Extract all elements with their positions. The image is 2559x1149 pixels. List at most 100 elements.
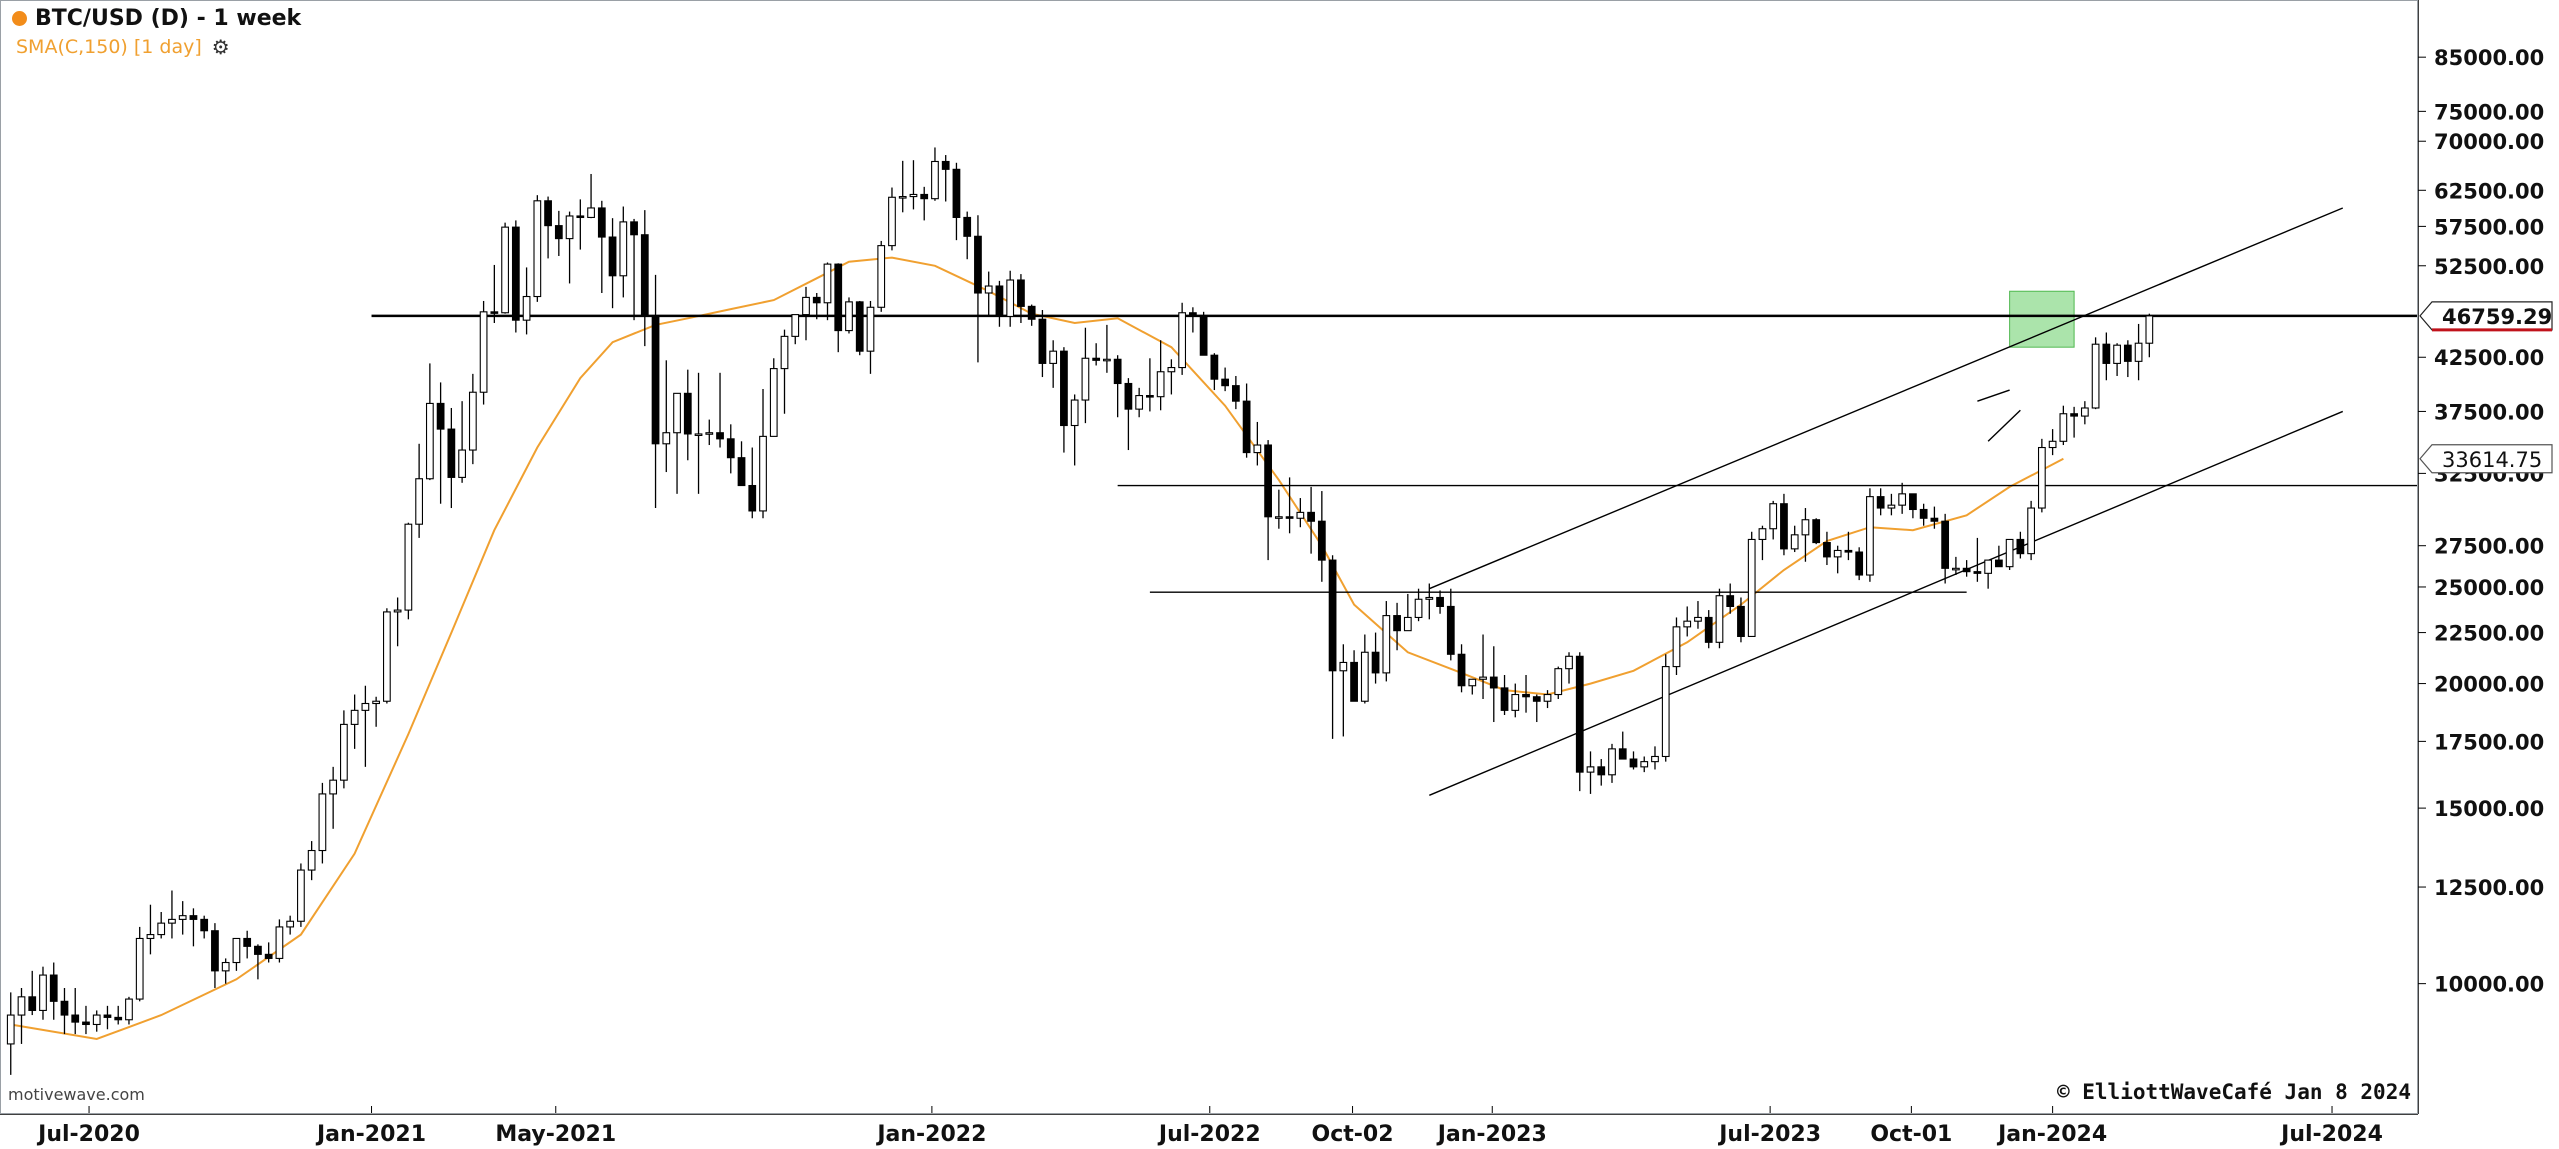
candle-body — [1672, 626, 1681, 668]
candle — [963, 211, 972, 260]
candle-body — [1812, 519, 1821, 544]
candle — [1339, 644, 1348, 737]
candle-body — [1769, 503, 1778, 530]
candle — [6, 992, 15, 1075]
candle — [1425, 583, 1434, 620]
candle-body — [1586, 766, 1595, 773]
candle-body — [1909, 493, 1917, 511]
price-label-box — [2419, 301, 2553, 331]
candle — [168, 890, 176, 939]
candle-body — [737, 457, 746, 487]
y-tick-label: 17500.00 — [2434, 730, 2544, 754]
candle-body — [1489, 676, 1498, 689]
y-tick-label: 25000.00 — [2434, 576, 2544, 600]
candle-body — [533, 200, 542, 298]
candle — [1522, 674, 1530, 713]
candle — [1790, 525, 1799, 553]
candle-body — [597, 207, 606, 238]
candle — [264, 942, 273, 963]
candle — [565, 211, 574, 284]
candle — [1457, 644, 1466, 693]
candle — [1726, 583, 1735, 614]
candle-body — [1135, 395, 1144, 410]
sma-indicator-label[interactable]: SMA(C,150) [1 day] — [16, 36, 202, 58]
candle — [307, 841, 316, 881]
candle-body — [1715, 595, 1724, 643]
candle-body — [898, 196, 907, 199]
candle-body — [1017, 279, 1025, 307]
candle-body — [726, 438, 735, 459]
y-tick-label: 57500.00 — [2434, 215, 2544, 239]
y-tick-label: 27500.00 — [2434, 535, 2544, 559]
candle-body — [630, 221, 638, 236]
candle-body — [1597, 766, 1606, 776]
candle-body — [60, 1000, 69, 1016]
candle — [748, 447, 757, 519]
candle-body — [1726, 595, 1735, 607]
candle — [1328, 555, 1337, 739]
candle — [1844, 531, 1853, 561]
candle-body — [1307, 511, 1315, 522]
candle-body — [200, 918, 209, 932]
candle — [1371, 632, 1380, 684]
candle-body — [1801, 519, 1810, 536]
candle-body — [1339, 661, 1348, 672]
candle — [1919, 503, 1928, 526]
candle — [952, 162, 961, 241]
candle-body — [1231, 385, 1240, 402]
chart-title[interactable]: BTC/USD (D) - 1 week — [35, 6, 302, 31]
candle-body — [984, 285, 993, 294]
copyright-label: © ElliottWaveCafé Jan 8 2024 — [2056, 1080, 2411, 1104]
candle — [1962, 560, 1971, 577]
gear-icon[interactable]: ⚙ — [211, 35, 230, 59]
candle — [1833, 545, 1842, 574]
y-tick-label: 62500.00 — [2434, 179, 2544, 203]
y-tick-label: 15000.00 — [2434, 797, 2544, 821]
candle-body — [522, 295, 531, 321]
candle-body — [619, 221, 628, 277]
candle — [1167, 359, 1176, 395]
candle-body — [2037, 446, 2046, 509]
candle — [2048, 429, 2057, 456]
x-tick-label: Jul-2024 — [2279, 1122, 2383, 1147]
candle — [866, 300, 875, 374]
trend-line-4 — [1977, 389, 2010, 402]
candle-body — [2027, 507, 2036, 555]
candle-body — [1393, 615, 1401, 632]
candle — [1199, 311, 1208, 356]
candle-body — [39, 974, 47, 1011]
candle-body — [1242, 400, 1251, 454]
candle — [178, 901, 187, 935]
candle — [372, 696, 381, 727]
candle-body — [909, 193, 918, 198]
target-zone — [2009, 290, 2075, 348]
candle-body — [544, 200, 552, 227]
candle-body — [146, 934, 155, 940]
candle-body — [866, 306, 875, 352]
candle — [1414, 588, 1423, 622]
candle-body — [1930, 517, 1939, 522]
candle — [2091, 337, 2100, 410]
candle-body — [2145, 315, 2154, 344]
candle — [2145, 313, 2154, 358]
candle-body — [748, 484, 757, 512]
x-tick-label: Oct-01 — [1870, 1122, 1952, 1147]
candle — [232, 937, 241, 971]
candle-body — [791, 314, 800, 337]
candle-body — [92, 1014, 101, 1026]
candle — [1049, 340, 1058, 388]
candle — [1823, 531, 1831, 566]
candle-body — [1651, 755, 1659, 763]
candle — [1017, 274, 1025, 323]
y-tick-label: 37500.00 — [2434, 400, 2544, 424]
candle-body — [952, 168, 961, 218]
candle — [1941, 513, 1950, 584]
candle-body — [1855, 551, 1864, 576]
candle — [1694, 601, 1702, 629]
candle-body — [1457, 653, 1466, 687]
sma-value-label: 33614.75 — [2419, 444, 2553, 474]
candle — [2123, 340, 2132, 378]
candle-body — [447, 428, 456, 478]
candle — [898, 160, 907, 213]
